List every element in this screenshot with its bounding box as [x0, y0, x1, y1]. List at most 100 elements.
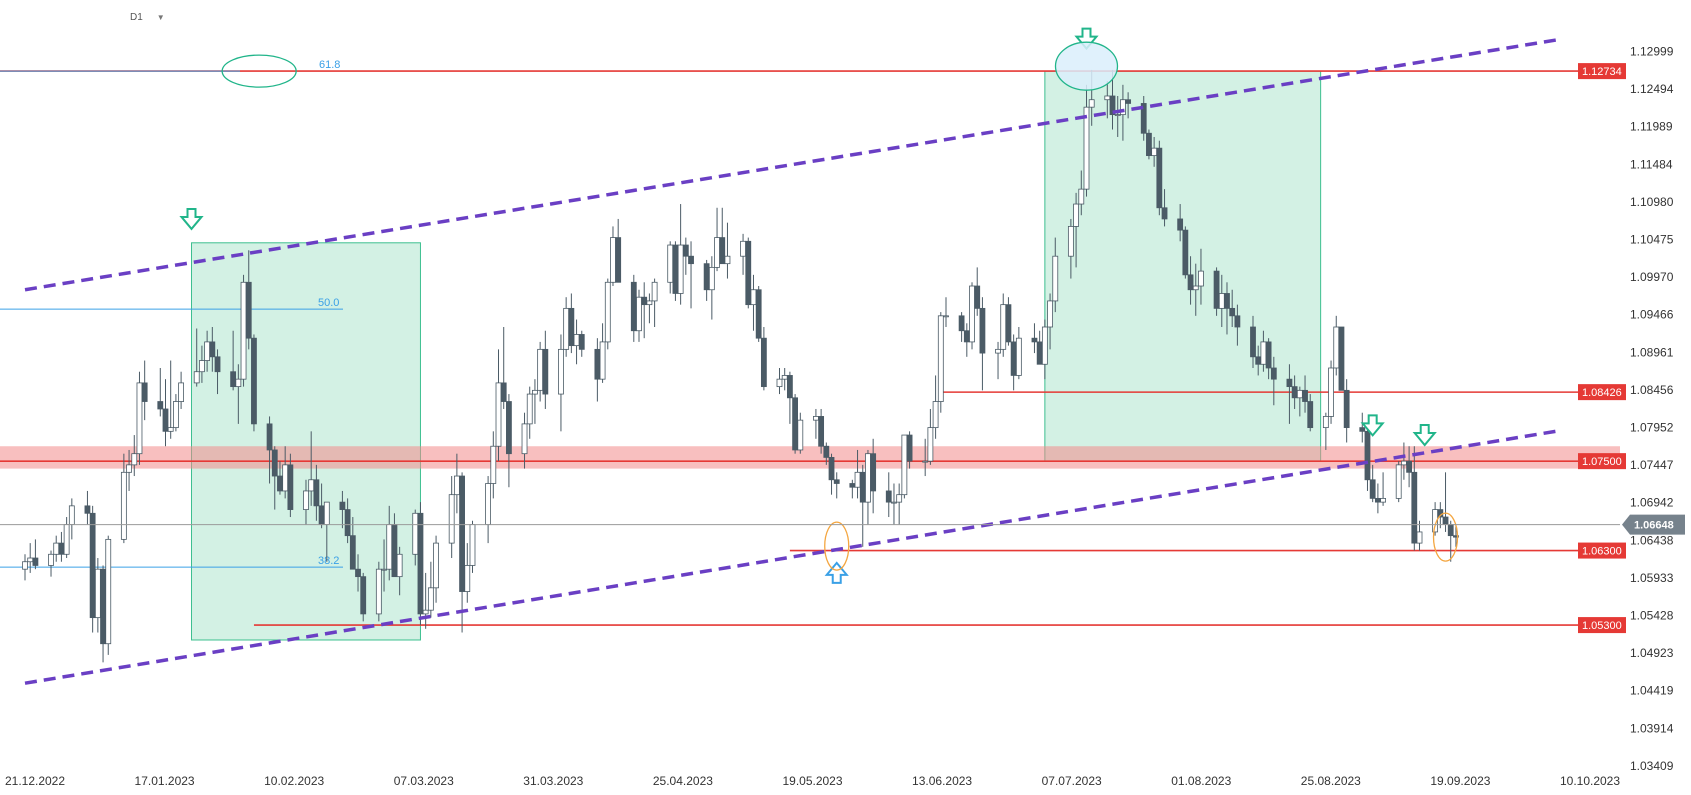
candle-body: [193, 371, 200, 384]
x-tick-label: 19.05.2023: [782, 774, 842, 788]
candle-2023-06-14: [932, 375, 939, 439]
candle-body: [427, 587, 434, 611]
candle-body: [818, 416, 825, 447]
candle-body: [136, 382, 143, 455]
candle-body: [1333, 326, 1340, 369]
candle-2023-05-22: [813, 408, 819, 439]
timeframe-selector[interactable]: D1 ▼: [130, 12, 165, 23]
candle-body: [958, 315, 965, 332]
candle-2023-07-20: [1120, 84, 1126, 141]
candle-body: [318, 505, 325, 525]
candle-2023-06-08: [901, 434, 908, 499]
candle-body: [1156, 147, 1163, 209]
candle-2023-03-27: [521, 412, 528, 469]
candle-2023-06-07: [896, 483, 903, 525]
y-tick-label: 1.05933: [1630, 571, 1674, 585]
x-tick-label: 13.06.2023: [912, 774, 972, 788]
price-tag-1.07500: [1578, 453, 1626, 470]
candle-body: [906, 434, 913, 462]
candle-body: [235, 378, 242, 388]
candle-body: [1265, 341, 1272, 369]
candle-body: [1286, 378, 1293, 388]
candle-body: [927, 427, 934, 462]
candle-body: [266, 423, 273, 451]
candle-body: [303, 490, 309, 510]
candle-2023-09-07: [1374, 483, 1381, 514]
candle-body: [84, 505, 91, 514]
price-tag-label: 1.05300: [1582, 620, 1622, 632]
candle-body: [1432, 509, 1439, 533]
candle-2023-03-16: [464, 543, 471, 603]
candle-body: [1177, 218, 1184, 231]
candle-body: [308, 479, 315, 492]
candle-body: [391, 524, 398, 578]
candle-2023-02-01: [240, 274, 247, 387]
candle-2023-08-17: [1265, 338, 1272, 380]
candle-2023-03-07: [417, 502, 424, 626]
candle-2022-12-26: [48, 550, 54, 577]
candle-2023-05-17: [786, 371, 793, 424]
candle-2023-03-21: [490, 431, 497, 499]
candle-body: [823, 445, 830, 458]
candle-body: [714, 237, 720, 268]
candle-2023-01-31: [235, 364, 242, 424]
candle-body: [1369, 479, 1376, 499]
candle-2023-06-22: [974, 267, 981, 316]
candle-body: [859, 471, 866, 503]
candle-body: [1234, 315, 1241, 328]
candle-2023-04-28: [688, 241, 694, 309]
candle-2023-05-05: [724, 222, 731, 279]
candle-body: [1146, 132, 1152, 157]
candle-2023-05-04: [719, 207, 726, 265]
candle-2023-05-31: [859, 464, 866, 547]
candle-2023-07-10: [1067, 218, 1074, 279]
candle-body: [287, 464, 294, 510]
candle-2023-01-27: [214, 349, 221, 395]
candle-2023-04-21: [651, 278, 658, 328]
candle-2022-12-22: [27, 543, 34, 573]
y-tick-label: 1.03409: [1630, 759, 1674, 773]
candle-body: [230, 371, 237, 388]
candle-body: [485, 483, 492, 525]
candle-body: [1442, 516, 1449, 525]
candle-2023-01-09: [120, 453, 127, 544]
timeframe-label: D1: [130, 12, 143, 23]
candle-body: [1109, 95, 1116, 116]
candle-2023-08-11: [1234, 304, 1241, 346]
candle-2023-04-27: [682, 237, 689, 275]
y-tick-label: 1.07447: [1630, 458, 1674, 472]
candle-body: [1125, 99, 1132, 104]
candle-body: [381, 568, 387, 571]
candle-2023-03-20: [485, 476, 492, 544]
candlesticks: [22, 69, 1459, 663]
candle-body: [630, 281, 637, 332]
candle-body: [271, 449, 278, 477]
y-tick-label: 1.11484: [1630, 157, 1673, 171]
candle-2022-12-27: [53, 535, 60, 562]
y-tick-label: 1.05428: [1630, 609, 1674, 623]
candle-2023-05-16: [781, 367, 788, 391]
candle-body: [1250, 326, 1256, 358]
candle-body: [500, 382, 507, 402]
candle-body: [63, 524, 70, 555]
candle-2023-02-22: [349, 517, 356, 570]
candle-body: [1224, 293, 1230, 309]
candle-2023-07-04: [1036, 330, 1043, 365]
candle-2023-05-29: [849, 479, 856, 499]
candle-body: [386, 524, 393, 570]
candle-2023-06-13: [927, 408, 934, 465]
candle-body: [1015, 337, 1022, 376]
candle-2023-04-04: [563, 297, 570, 357]
candle-body: [157, 401, 164, 410]
price-levels: [0, 70, 1620, 626]
x-tick-label: 01.08.2023: [1171, 774, 1231, 788]
candle-body: [1078, 188, 1085, 205]
candle-body: [745, 240, 752, 306]
candle-body: [209, 341, 216, 358]
price-tag-1.06300: [1578, 542, 1626, 559]
candle-2023-03-13: [448, 476, 455, 559]
candle-body: [506, 401, 512, 455]
y-tick-label: 1.07952: [1630, 420, 1674, 434]
candle-body: [532, 389, 538, 395]
